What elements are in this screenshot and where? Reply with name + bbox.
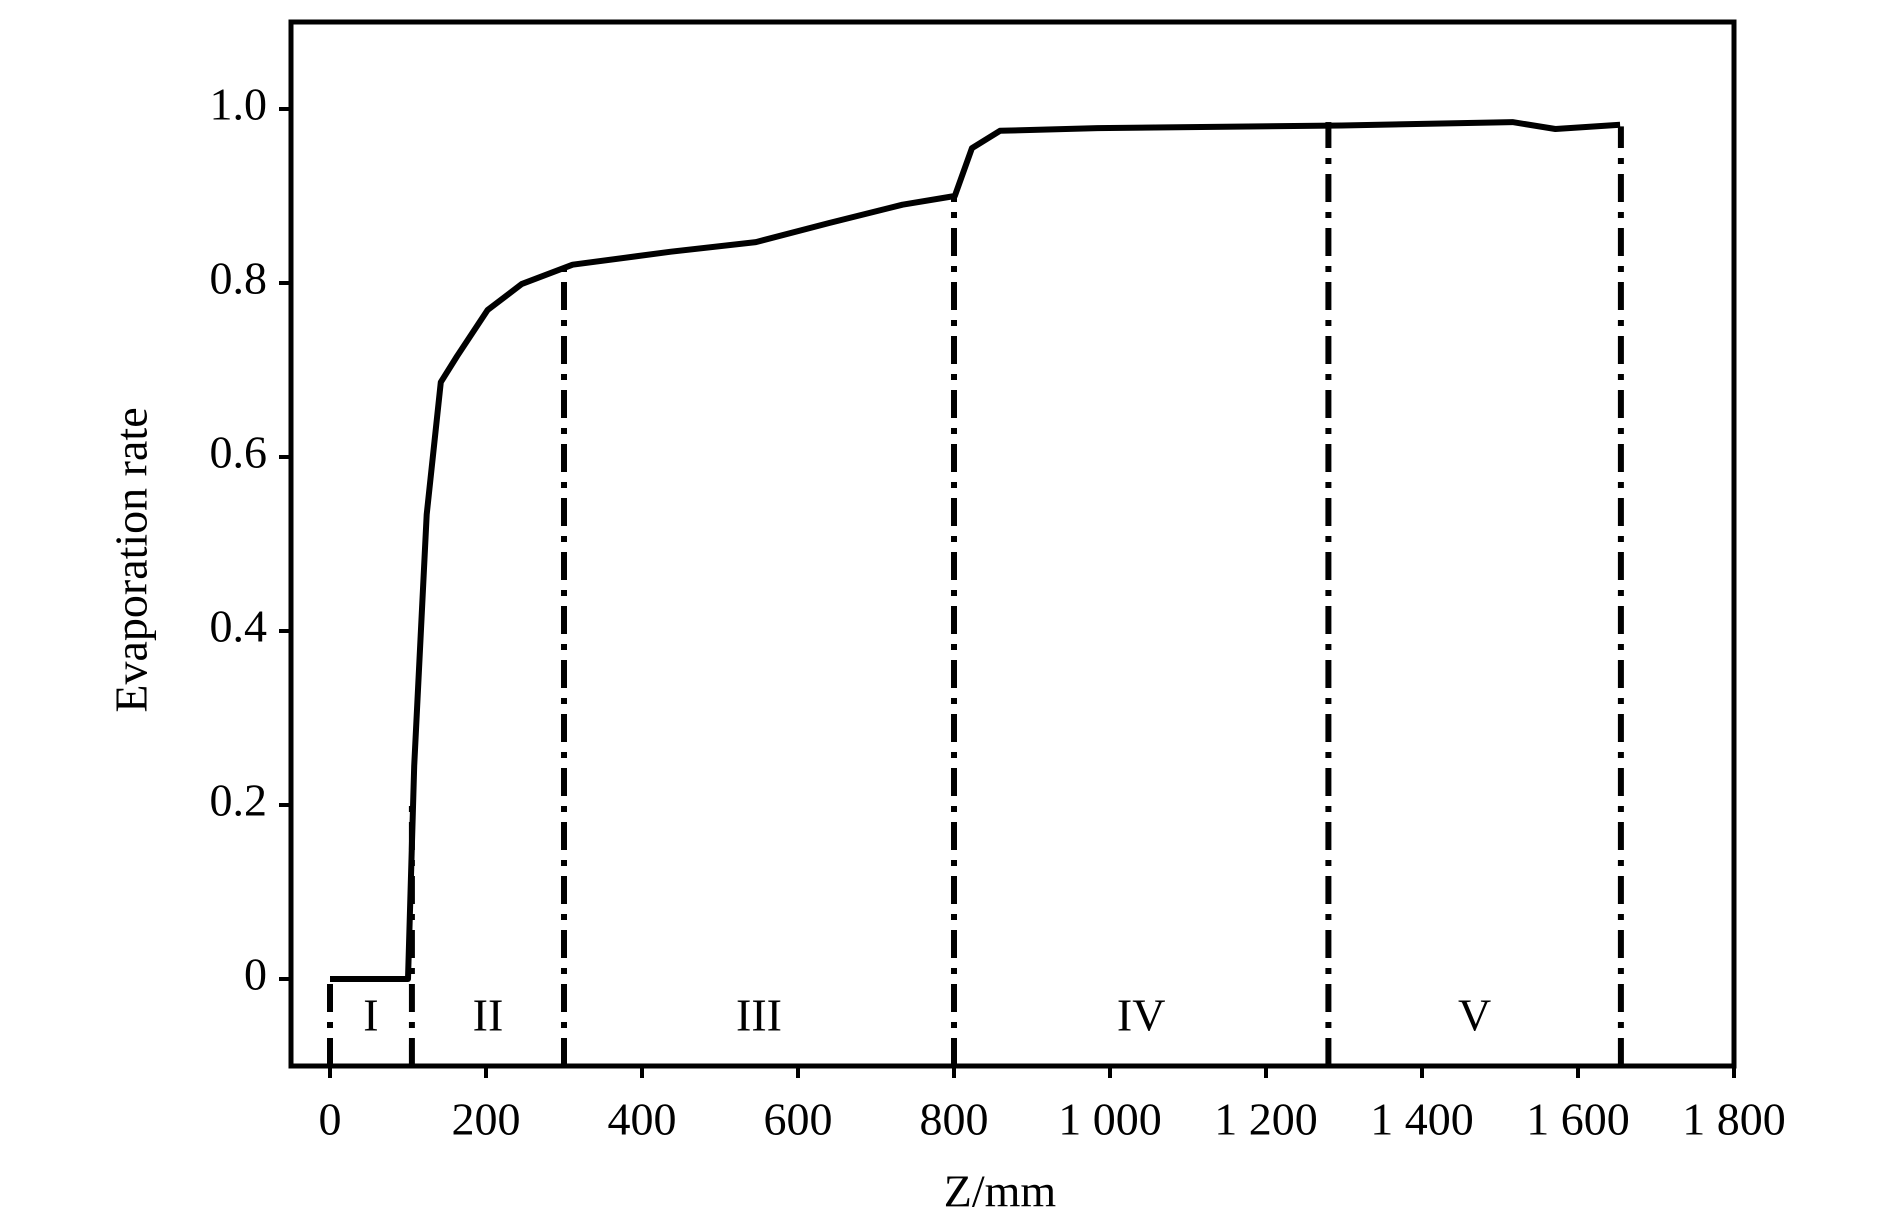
y-tick-label: 0.4: [210, 601, 268, 652]
y-tick-label: 0.6: [210, 427, 268, 478]
y-tick-label: 0.8: [210, 253, 268, 304]
region-label-bg: [442, 985, 534, 1045]
x-tick-label: 0: [319, 1094, 342, 1145]
region-label: II: [473, 990, 504, 1041]
region-label: IV: [1117, 990, 1166, 1041]
region-label-bg: [333, 985, 409, 1045]
region-label-bg: [706, 985, 812, 1045]
x-tick-label: 1 800: [1682, 1094, 1786, 1145]
x-tick-label: 800: [920, 1094, 989, 1145]
plot-frame: [288, 19, 1737, 1069]
x-tick-label: 200: [452, 1094, 521, 1145]
x-tick-label: 600: [764, 1094, 833, 1145]
x-tick-label: 1 200: [1214, 1094, 1318, 1145]
data-line: [330, 119, 1621, 982]
region-label-bg: [1428, 985, 1522, 1045]
x-tick-label: 400: [608, 1094, 677, 1145]
y-axis-label: Evaporation rate: [106, 407, 157, 712]
region-label: III: [736, 990, 782, 1041]
x-axis-label: Z/mm: [944, 1166, 1057, 1217]
y-tick-label: 1.0: [210, 79, 268, 130]
region-label: V: [1458, 990, 1491, 1041]
y-tick-label: 0: [244, 949, 267, 1000]
x-tick-label: 1 000: [1058, 1094, 1162, 1145]
region-label: I: [363, 990, 378, 1041]
y-tick-label: 0.2: [210, 775, 268, 826]
x-tick-label: 1 600: [1526, 1094, 1630, 1145]
region-label-bg: [1086, 985, 1196, 1045]
x-tick-label: 1 400: [1370, 1094, 1474, 1145]
